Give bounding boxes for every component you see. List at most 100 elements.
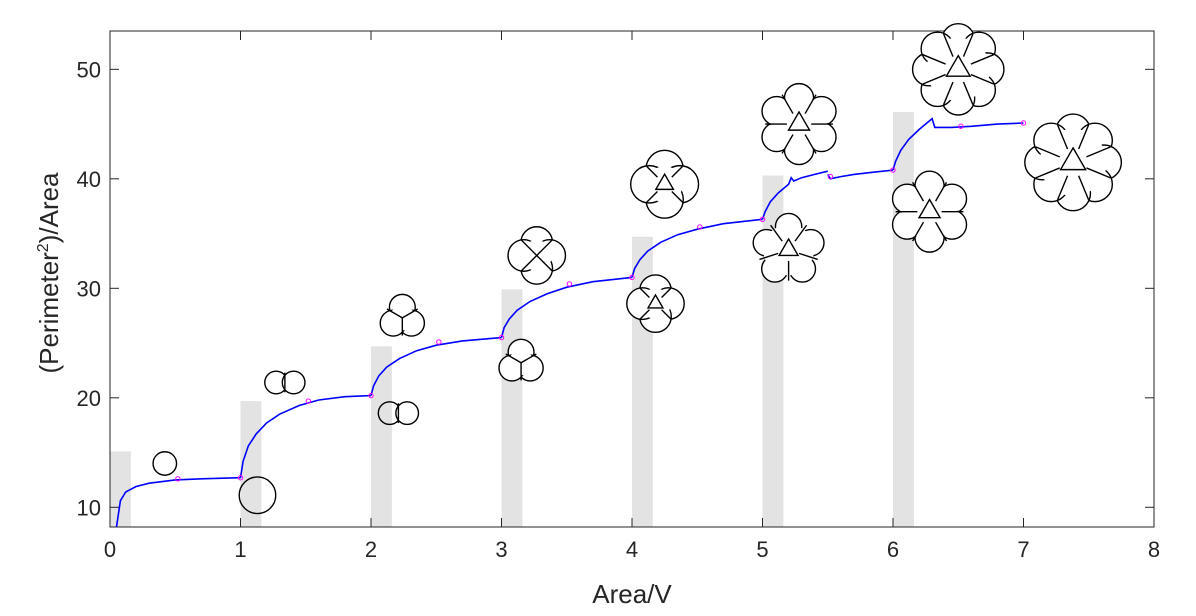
cell-fill: [1039, 128, 1107, 196]
cell-wall: [942, 33, 954, 57]
cell-wall: [661, 309, 672, 320]
data-point-5: [498, 334, 505, 341]
y-axis-label: (Perimeter2)/Area: [34, 172, 64, 374]
series-line-layer: [115, 117, 1024, 528]
cell-wall: [671, 165, 684, 178]
y-tick-label-1: 20: [77, 386, 101, 411]
cell-fill: [901, 183, 958, 240]
x-tick-label-4: 4: [626, 537, 638, 562]
data-point-0: [175, 476, 181, 482]
cell-outline: [395, 401, 420, 426]
cell-fill: [763, 224, 814, 276]
cell-wall: [1086, 146, 1111, 158]
bars-layer: [110, 112, 914, 528]
x-tick-label-6: 6: [887, 537, 899, 562]
cell-wall: [1077, 175, 1090, 201]
series-line-segment-0: [115, 476, 241, 528]
cell-wall: [646, 190, 658, 203]
data-point-12: [958, 123, 964, 129]
cell-wall: [520, 254, 538, 272]
cell-cluster-icon-7: [626, 274, 685, 334]
series-line-segment-4: [631, 218, 763, 278]
cell-wall: [1077, 124, 1090, 150]
cell-wall: [945, 54, 972, 77]
cell-outline: [152, 451, 178, 476]
cell-wall: [654, 172, 675, 191]
cell-cluster-icon-2: [264, 370, 306, 395]
cell-wall: [922, 73, 946, 85]
bar-6: [893, 112, 914, 527]
cell-wall: [962, 33, 974, 57]
cell-cluster-icon-4: [379, 293, 426, 337]
series-line-segment-7: [892, 117, 1024, 171]
cell-wall: [1035, 167, 1060, 179]
cell-cluster-icon-12: [911, 22, 1005, 116]
data-point-13: [1020, 120, 1027, 126]
cell-cluster-icon-13: [1024, 113, 1123, 212]
cell-wall: [1056, 124, 1069, 150]
cell-wall: [942, 81, 954, 105]
cell-wall: [970, 54, 994, 65]
cell-wall: [671, 190, 684, 203]
cell-wall: [935, 221, 948, 242]
data-point-7: [629, 274, 635, 281]
x-tick-label-3: 3: [495, 537, 507, 562]
cell-wall: [804, 94, 817, 114]
axes-frame: [109, 30, 1155, 528]
cell-wall: [970, 73, 994, 85]
y-axis-label-main: (Perimeter: [34, 252, 64, 374]
x-tick-label-8: 8: [1148, 537, 1160, 562]
x-tick-label-0: 0: [104, 537, 116, 562]
data-point-4: [436, 339, 442, 345]
bar-1: [240, 401, 262, 527]
cell-cluster-icon-8: [629, 149, 700, 219]
cell-cluster-icon-3: [377, 401, 420, 426]
bar-2: [371, 346, 392, 527]
cell-outline: [281, 370, 306, 395]
bar-3: [501, 289, 523, 527]
cell-fill: [926, 37, 990, 102]
cell-cluster-icon-9: [752, 212, 825, 283]
x-tick-label-1: 1: [234, 537, 246, 562]
cell-wall: [781, 134, 794, 154]
cell-fill: [770, 95, 828, 153]
y-axis-label-superscript: 2: [35, 243, 52, 252]
series-line-segment-3: [500, 276, 633, 338]
cell-wall: [386, 308, 403, 319]
cell-wall: [759, 252, 779, 261]
x-tick-label-5: 5: [756, 537, 768, 562]
cell-wall: [777, 237, 800, 257]
data-point-11: [890, 167, 896, 173]
data-point-3: [368, 392, 374, 399]
cell-cluster-icon-10: [761, 82, 837, 166]
cell-wall: [804, 134, 817, 154]
data-point-8: [697, 224, 703, 230]
cell-wall: [536, 254, 553, 272]
cell-wall: [922, 54, 946, 65]
cell-wall: [794, 224, 808, 242]
cell-wall: [1059, 146, 1087, 171]
cell-wall: [911, 221, 925, 242]
cell-wall: [770, 224, 783, 242]
y-axis-label-tail: )/Area: [34, 172, 64, 243]
bar-0: [110, 451, 131, 527]
cell-wall: [646, 293, 665, 309]
cell-cluster-icon-6: [507, 226, 567, 285]
data-point-1: [237, 475, 244, 481]
cell-wall: [1086, 167, 1111, 179]
cell-wall: [661, 287, 672, 299]
cell-wall: [520, 239, 538, 256]
marker-layer: [175, 120, 1027, 482]
series-line-segment-2: [370, 336, 502, 396]
data-point-9: [759, 216, 766, 223]
data-point-10: [827, 173, 834, 180]
cell-wall: [505, 353, 522, 364]
x-tick-label-2: 2: [365, 537, 377, 562]
cell-wall: [1035, 146, 1060, 158]
cell-cluster-icon-0: [152, 451, 178, 476]
cell-cluster-icon-1: [238, 476, 277, 515]
tick-label-layer: 0 1 2 3 4 5 6 7 8 10 20 30 40 50: [77, 57, 1161, 562]
cell-wall: [798, 252, 818, 261]
cell-wall: [911, 181, 925, 202]
data-point-6: [566, 281, 573, 287]
